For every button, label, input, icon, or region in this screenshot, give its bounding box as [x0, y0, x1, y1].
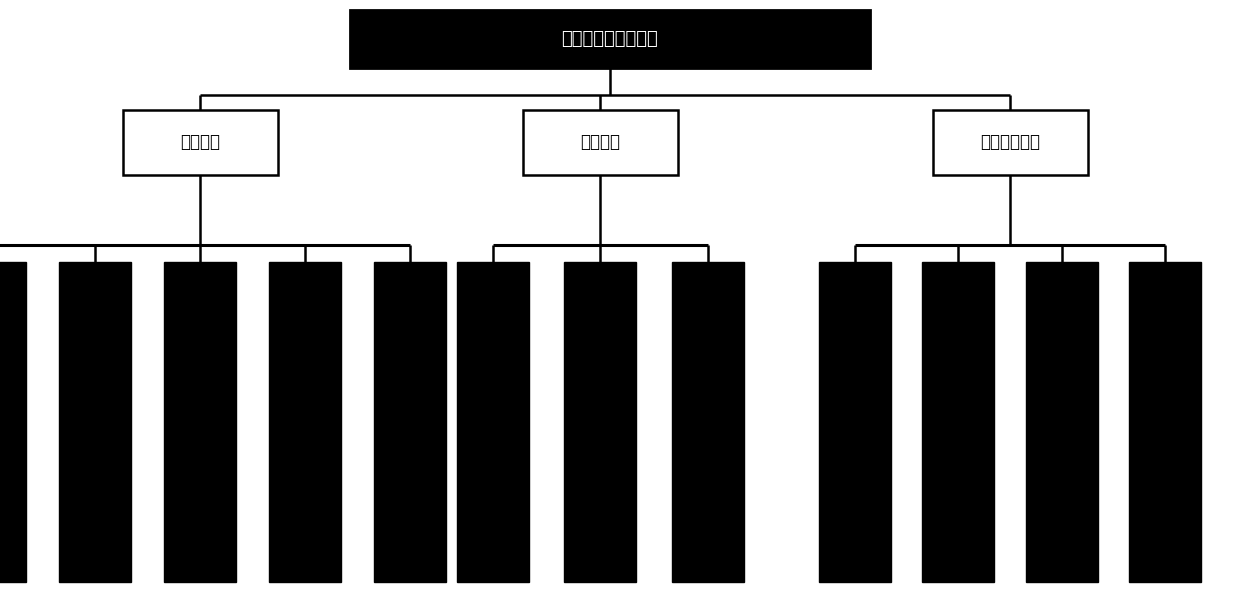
FancyBboxPatch shape — [818, 262, 892, 582]
FancyBboxPatch shape — [923, 262, 994, 582]
FancyBboxPatch shape — [1025, 262, 1097, 582]
FancyBboxPatch shape — [932, 110, 1087, 175]
FancyBboxPatch shape — [374, 262, 446, 582]
FancyBboxPatch shape — [522, 110, 677, 175]
FancyBboxPatch shape — [123, 110, 278, 175]
Text: 社会因素: 社会因素 — [580, 134, 620, 152]
FancyBboxPatch shape — [269, 262, 341, 582]
FancyBboxPatch shape — [0, 262, 26, 582]
FancyBboxPatch shape — [1128, 262, 1202, 582]
Text: 影响管道老化的因素: 影响管道老化的因素 — [562, 30, 658, 48]
Text: 管道自身因素: 管道自身因素 — [980, 134, 1040, 152]
FancyBboxPatch shape — [564, 262, 636, 582]
FancyBboxPatch shape — [350, 10, 870, 68]
Text: 自然因素: 自然因素 — [180, 134, 219, 152]
FancyBboxPatch shape — [672, 262, 744, 582]
FancyBboxPatch shape — [164, 262, 236, 582]
FancyBboxPatch shape — [60, 262, 131, 582]
FancyBboxPatch shape — [456, 262, 528, 582]
